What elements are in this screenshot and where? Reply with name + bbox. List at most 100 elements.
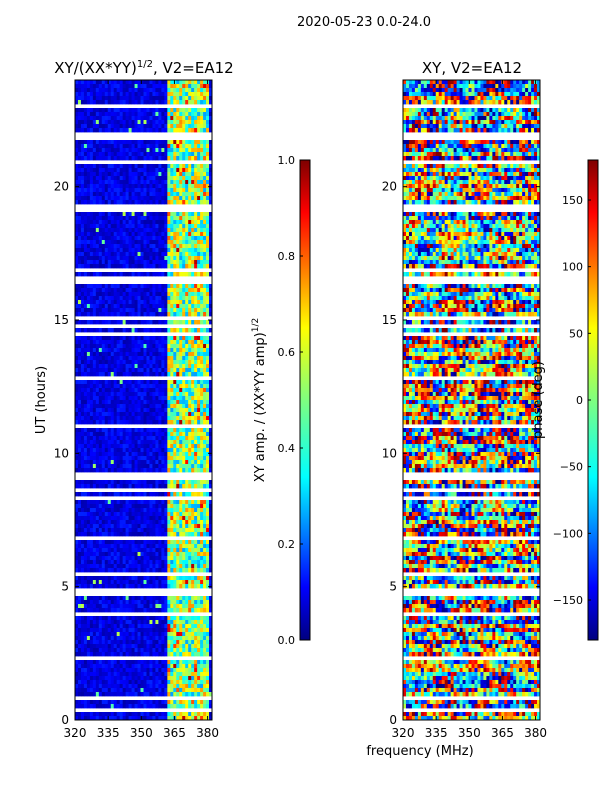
heatmap-cell (194, 432, 198, 437)
heatmap-cell (146, 216, 150, 221)
heatmap-cell (194, 336, 198, 341)
heatmap-cell (83, 508, 88, 513)
heatmap-cell (89, 192, 94, 197)
heatmap-cell (137, 368, 141, 373)
heatmap-cell (104, 288, 109, 293)
heatmap-cell (152, 600, 156, 605)
heatmap-cell (113, 212, 118, 217)
heatmap-cell (146, 440, 150, 445)
heatmap-cell (149, 264, 153, 269)
heatmap-cell (110, 232, 115, 237)
heatmap-cell (89, 260, 94, 265)
heatmap-cell (98, 580, 103, 585)
heatmap-cell (197, 212, 201, 217)
heatmap-cell (95, 516, 100, 521)
heatmap-cell (170, 92, 174, 97)
heatmap-cell (164, 308, 168, 313)
heatmap-cell (128, 396, 132, 401)
heatmap-cell (75, 544, 79, 549)
heatmap-cell (119, 348, 124, 353)
heatmap-cell (182, 560, 186, 565)
heatmap-cell (164, 224, 168, 229)
heatmap-cell (77, 432, 82, 437)
heatmap-cell (167, 568, 171, 573)
heatmap-cell (128, 500, 132, 505)
heatmap-cell (188, 296, 192, 301)
heatmap-cell (179, 312, 183, 317)
heatmap-cell (170, 344, 174, 349)
heatmap-cell (158, 464, 162, 469)
heatmap-cell (197, 300, 201, 305)
heatmap-cell (209, 156, 213, 161)
heatmap-cell (194, 100, 198, 105)
heatmap-cell (152, 532, 156, 537)
heatmap-cell (128, 556, 132, 561)
heatmap-cell (173, 264, 177, 269)
heatmap-cell (134, 480, 138, 485)
heatmap-cell (107, 420, 112, 425)
heatmap-cell (89, 460, 94, 465)
heatmap-cell (146, 520, 150, 525)
heatmap-cell (75, 220, 79, 225)
heatmap-cell (185, 372, 189, 377)
heatmap-cell (209, 124, 213, 129)
heatmap-cell (155, 460, 159, 465)
heatmap-cell (209, 452, 213, 457)
heatmap-cell (98, 96, 103, 101)
heatmap-cell (188, 288, 192, 293)
heatmap-cell (173, 432, 177, 437)
heatmap-cell (191, 340, 195, 345)
heatmap-cell (75, 380, 79, 385)
heatmap-cell (140, 120, 144, 125)
heatmap-cell (101, 428, 106, 433)
heatmap-cell (185, 580, 189, 585)
heatmap-cell (89, 412, 94, 417)
heatmap-cell (125, 168, 130, 173)
heatmap-cell (75, 600, 79, 605)
heatmap-cell (110, 368, 115, 373)
heatmap-cell (149, 244, 153, 249)
heatmap-cell (197, 440, 201, 445)
heatmap-cell (185, 576, 189, 581)
heatmap-cell (83, 568, 88, 573)
heatmap-cell (122, 364, 127, 369)
heatmap-cell (167, 124, 171, 129)
heatmap-cell (131, 200, 135, 205)
heatmap-cell (149, 448, 153, 453)
heatmap-cell (146, 380, 150, 385)
heatmap-cell (152, 304, 156, 309)
heatmap-cell (176, 380, 180, 385)
heatmap-cell (164, 484, 168, 489)
heatmap-cell (167, 456, 171, 461)
heatmap-cell (140, 428, 144, 433)
heatmap-cell (146, 112, 150, 117)
heatmap-cell (209, 312, 213, 317)
heatmap-cell (200, 200, 204, 205)
heatmap-cell (173, 388, 177, 393)
heatmap-cell (158, 580, 162, 585)
heatmap-cell (194, 352, 198, 357)
heatmap-cell (86, 244, 91, 249)
heatmap-cell (182, 512, 186, 517)
heatmap-cell (179, 192, 183, 197)
heatmap-cell (134, 504, 138, 509)
heatmap-cell (89, 596, 94, 601)
heatmap-cell (95, 508, 100, 513)
heatmap-cell (152, 300, 156, 305)
heatmap-cell (77, 340, 82, 345)
heatmap-cell (75, 200, 79, 205)
heatmap-cell (164, 360, 168, 365)
heatmap-cell (125, 380, 130, 385)
heatmap-cell (179, 260, 183, 265)
heatmap-cell (200, 524, 204, 529)
heatmap-cell (128, 364, 132, 369)
heatmap-cell (122, 484, 127, 489)
heatmap-cell (116, 400, 121, 405)
heatmap-cell (155, 292, 159, 297)
heatmap-cell (107, 200, 112, 205)
heatmap-cell (152, 412, 156, 417)
heatmap-cell (155, 100, 159, 105)
heatmap-cell (122, 432, 127, 437)
heatmap-cell (110, 260, 115, 265)
heatmap-cell (167, 188, 171, 193)
